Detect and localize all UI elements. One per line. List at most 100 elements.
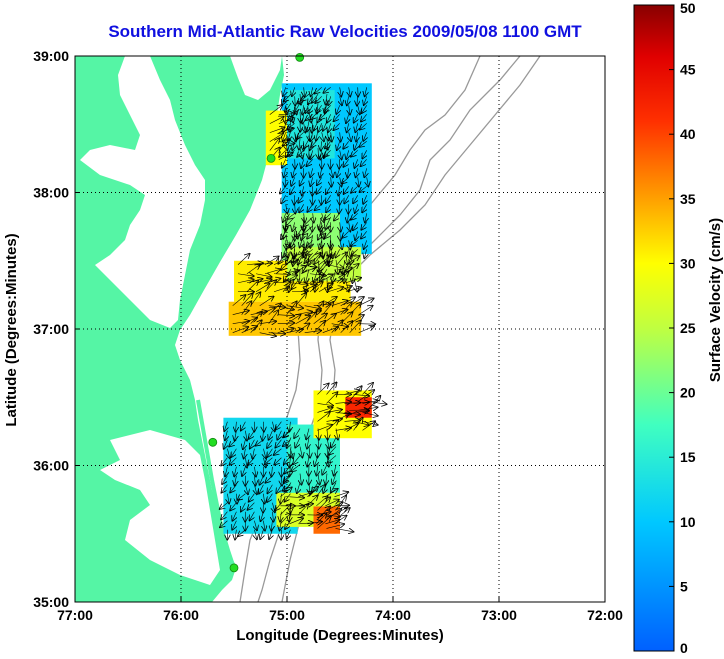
velocity-arrow	[276, 421, 282, 430]
velocity-arrow	[281, 493, 282, 504]
colorbar-label: Surface Velocity (cm/s)	[707, 218, 724, 382]
velocity-arrow	[272, 421, 274, 432]
velocity-arrow	[246, 265, 260, 274]
y-tick-label: 39:00	[33, 48, 69, 64]
velocity-arrow	[367, 396, 380, 411]
velocity-arrow	[347, 123, 349, 132]
velocity-arrow	[317, 408, 333, 413]
velocity-arrow	[302, 105, 303, 114]
velocity-arrow	[300, 234, 304, 247]
velocity-arrow	[345, 251, 348, 265]
velocity-arrow	[301, 93, 310, 101]
velocity-arrow	[250, 511, 255, 521]
velocity-arrow	[322, 243, 323, 257]
velocity-arrow	[269, 117, 284, 124]
velocity-arrow	[296, 130, 300, 140]
velocity-arrow	[232, 520, 236, 530]
velocity-arrow	[287, 529, 291, 539]
velocity-arrow	[291, 177, 294, 186]
velocity-arrow	[225, 466, 227, 477]
velocity-arrow	[241, 326, 257, 333]
velocity-arrow	[278, 153, 293, 160]
velocity-arrow	[310, 168, 312, 177]
velocity-arrow	[291, 464, 301, 472]
velocity-arrow	[349, 132, 351, 141]
velocity-arrow	[255, 263, 272, 265]
velocity-arrow	[268, 310, 279, 324]
velocity-arrow	[298, 492, 312, 498]
velocity-arrow	[294, 195, 295, 204]
velocity-arrow	[238, 529, 246, 536]
velocity-arrow	[274, 457, 282, 465]
velocity-arrow	[322, 302, 334, 315]
velocity-arrow	[307, 455, 309, 467]
velocity-arrow	[289, 497, 304, 498]
velocity-arrow	[342, 231, 349, 237]
velocity-arrow	[344, 186, 349, 194]
velocity-arrow	[307, 437, 309, 449]
velocity-arrow	[347, 168, 348, 177]
velocity-arrow	[295, 323, 310, 333]
velocity-arrow	[327, 130, 329, 140]
velocity-arrow	[259, 484, 263, 494]
velocity-arrow	[302, 186, 304, 195]
velocity-arrow	[295, 204, 296, 213]
velocity-arrow	[310, 111, 319, 119]
velocity-arrow	[311, 87, 313, 96]
velocity-arrow	[264, 269, 280, 275]
velocity-arrow	[227, 493, 229, 504]
velocity-arrow	[353, 222, 358, 230]
velocity-arrow	[242, 466, 245, 476]
velocity-arrow	[255, 279, 272, 282]
velocity-arrow	[221, 457, 228, 466]
velocity-arrow	[326, 392, 338, 404]
velocity-arrow	[361, 159, 367, 166]
colorbar-ticks: 0 5 10 15 20 25 30 35 40 45 50	[669, 0, 696, 656]
velocity-arrow	[307, 204, 313, 211]
velocity-arrow	[249, 493, 255, 502]
velocity-arrow	[284, 168, 286, 177]
velocity-arrow	[259, 475, 263, 485]
y-axis: 35:00 36:00 37:00 38:00 39:00	[33, 48, 80, 610]
velocity-arrow	[237, 254, 250, 265]
velocity-arrow	[331, 301, 348, 306]
velocity-arrow	[338, 186, 339, 195]
velocity-arrow	[315, 455, 318, 467]
velocity-arrow	[335, 414, 350, 422]
pamlico-sound	[100, 430, 220, 585]
velocity-arrow	[336, 260, 338, 274]
velocity-arrow	[303, 225, 313, 234]
velocity-arrow	[347, 96, 349, 105]
velocity-arrow	[237, 274, 254, 276]
velocity-arrow	[291, 277, 301, 289]
velocity-arrow	[254, 520, 257, 531]
velocity-arrow	[224, 439, 228, 449]
velocity-arrow	[335, 496, 347, 511]
velocity-arrow	[295, 316, 310, 324]
velocity-arrow	[343, 141, 349, 148]
x-axis: 77:00 76:00 75:00 74:00 73:00 72:00	[57, 597, 623, 623]
velocity-arrow	[349, 222, 351, 231]
velocity-arrow	[317, 177, 322, 185]
velocity-arrow	[344, 269, 345, 283]
velocity-arrow	[334, 213, 340, 220]
velocity-arrow	[317, 403, 333, 405]
velocity-arrow	[317, 412, 330, 422]
velocity-arrow	[340, 231, 341, 240]
velocity-arrow	[307, 487, 318, 498]
velocity-arrow	[351, 150, 358, 156]
x-tick-label: 72:00	[587, 607, 623, 623]
velocity-arrow	[256, 439, 264, 446]
velocity-arrow	[325, 216, 331, 229]
velocity-arrow	[353, 418, 363, 431]
velocity-arrow	[363, 195, 367, 203]
velocity-arrow	[278, 117, 293, 124]
velocity-arrow	[332, 269, 336, 282]
velocity-arrow	[298, 504, 308, 516]
velocity-arrow	[313, 120, 318, 130]
velocity-arrow	[354, 114, 358, 122]
velocity-arrow	[312, 123, 313, 132]
velocity-arrow	[326, 509, 342, 520]
y-tick-label: 36:00	[33, 458, 69, 474]
velocity-arrow	[322, 132, 324, 141]
